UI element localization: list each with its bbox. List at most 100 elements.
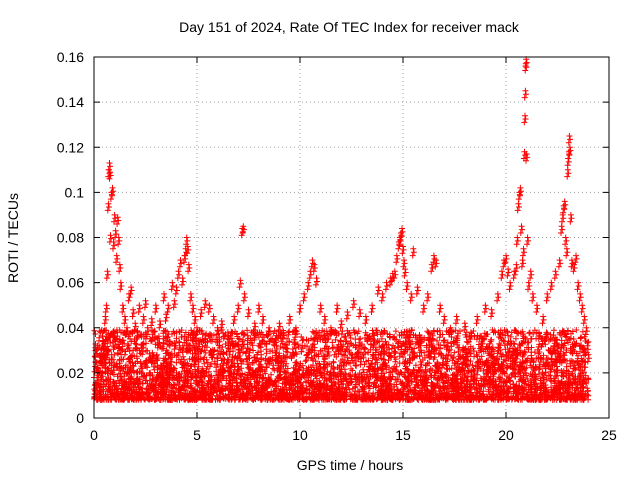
data-point — [207, 347, 214, 354]
data-point — [467, 358, 474, 365]
data-point — [150, 363, 157, 370]
data-point — [208, 377, 215, 384]
data-point — [341, 366, 348, 373]
data-point — [467, 384, 474, 391]
data-point — [537, 380, 544, 387]
data-point — [543, 376, 550, 383]
data-point — [192, 350, 199, 357]
data-point — [151, 366, 158, 373]
data-point — [421, 335, 428, 341]
data-point — [333, 353, 340, 360]
data-point — [189, 337, 196, 344]
data-point — [399, 379, 406, 386]
data-point — [347, 335, 354, 341]
data-point — [506, 345, 513, 352]
data-point — [360, 366, 367, 373]
data-point — [567, 363, 574, 370]
data-point — [122, 348, 129, 355]
data-point — [304, 351, 311, 358]
data-point — [245, 376, 252, 383]
data-point — [398, 329, 405, 336]
data-point — [548, 384, 555, 391]
data-point — [469, 362, 476, 369]
data-point — [392, 349, 399, 356]
data-point — [139, 341, 146, 348]
data-point — [299, 337, 306, 344]
data-point — [144, 364, 151, 371]
data-point — [173, 335, 180, 342]
data-point — [364, 371, 371, 378]
data-point — [246, 349, 253, 356]
data-point — [390, 334, 397, 341]
data-point — [386, 369, 392, 376]
data-point — [156, 339, 163, 346]
data-point — [111, 351, 118, 358]
data-point — [357, 361, 364, 368]
data-point — [348, 375, 355, 382]
data-point — [300, 336, 307, 343]
data-point — [352, 336, 359, 343]
data-point — [92, 331, 99, 337]
data-point — [392, 328, 399, 335]
data-point — [377, 352, 384, 358]
data-point — [309, 328, 316, 335]
data-point — [573, 327, 580, 333]
data-point — [526, 329, 533, 336]
data-point — [244, 361, 251, 368]
data-point — [222, 341, 229, 347]
data-point — [577, 348, 583, 355]
data-point — [319, 347, 326, 354]
data-point — [176, 338, 182, 345]
data-point — [578, 334, 585, 341]
data-point — [292, 345, 299, 351]
data-point — [188, 327, 195, 334]
data-point — [403, 329, 410, 336]
data-point — [568, 330, 574, 337]
data-point — [137, 359, 144, 365]
data-point — [436, 334, 443, 341]
data-point — [346, 386, 353, 393]
data-point — [286, 328, 293, 335]
data-point — [581, 352, 587, 359]
data-point — [171, 346, 178, 353]
data-point — [97, 329, 104, 336]
data-point — [126, 344, 132, 351]
data-point — [150, 375, 157, 382]
data-point — [430, 356, 437, 362]
data-point — [436, 383, 443, 390]
data-point — [243, 348, 250, 355]
data-point — [511, 341, 518, 348]
data-point — [310, 362, 316, 369]
data-point — [501, 342, 508, 349]
data-point — [579, 328, 586, 335]
data-point — [247, 346, 254, 353]
data-point — [434, 337, 440, 344]
data-point — [189, 338, 196, 344]
data-point — [332, 336, 339, 343]
data-point — [302, 358, 309, 365]
data-point — [244, 345, 251, 352]
data-point — [313, 352, 320, 358]
data-point — [268, 371, 275, 378]
data-point — [258, 348, 264, 355]
data-point — [264, 332, 271, 339]
chart-title: Day 151 of 2024, Rate Of TEC Index for r… — [179, 19, 520, 35]
data-point — [263, 346, 270, 353]
data-point — [576, 366, 583, 373]
data-point — [173, 359, 180, 366]
data-point — [348, 355, 355, 362]
data-point — [189, 374, 196, 381]
data-point — [144, 347, 151, 354]
data-point — [392, 358, 399, 365]
data-point — [434, 368, 440, 375]
data-point — [462, 331, 469, 338]
data-point — [227, 348, 234, 355]
data-point — [421, 354, 428, 361]
data-point — [411, 345, 418, 352]
data-point — [435, 366, 441, 373]
data-points — [91, 56, 592, 403]
data-point — [293, 362, 300, 369]
data-point — [471, 353, 477, 360]
data-point — [274, 346, 280, 352]
